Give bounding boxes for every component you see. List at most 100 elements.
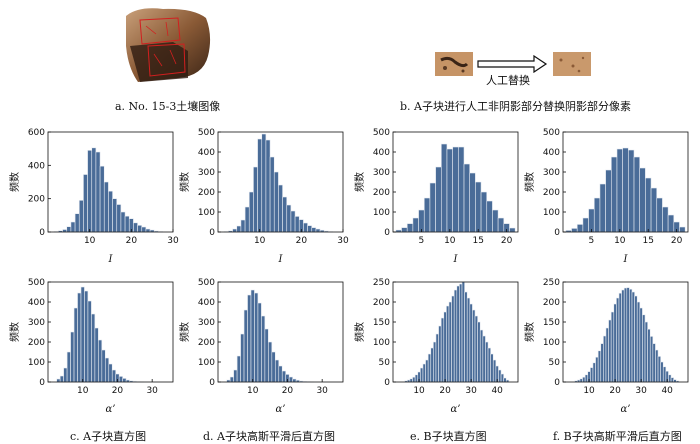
histogram-bar xyxy=(448,301,452,383)
plot-frame xyxy=(392,281,519,383)
y-tick-label: 250 xyxy=(543,278,560,288)
histogram-bar xyxy=(626,287,630,383)
y-tick-label: 400 xyxy=(198,148,215,158)
histogram-bar xyxy=(233,369,238,383)
histogram-bar xyxy=(422,363,426,383)
histogram-bar xyxy=(406,223,414,233)
histogram-bar xyxy=(579,378,583,383)
histogram-bar xyxy=(655,349,659,383)
histogram-bar xyxy=(438,325,442,383)
x-tick-label: 10 xyxy=(444,236,456,246)
caption-e: e. B子块直方图 xyxy=(410,430,487,443)
y-tick-label: 500 xyxy=(373,128,390,138)
y-tick-label: 150 xyxy=(543,318,560,328)
y-tick-label: 100 xyxy=(543,208,560,218)
histogram-bar xyxy=(257,138,263,233)
x-axis-label: α’ xyxy=(451,404,461,415)
histogram-bar xyxy=(74,213,80,233)
histogram-bar xyxy=(593,197,601,233)
histogram-bar xyxy=(311,227,317,233)
histogram-bar xyxy=(418,209,425,233)
histogram-b-i-smooth: 0 100 200 300 400 500 5 10 15 20 频数 I xyxy=(515,122,695,272)
histogram-bar xyxy=(435,166,442,233)
histogram-bar xyxy=(80,286,85,383)
histogram-bar xyxy=(56,378,61,383)
histogram-bar xyxy=(253,166,258,233)
histogram-bar xyxy=(261,133,267,233)
caption-a: a. No. 15-3土壤图像 xyxy=(115,100,221,113)
histogram-bar xyxy=(600,343,604,383)
histogram-bar xyxy=(592,362,596,383)
histogram-svg: 0 50 100 150 200 250 10 20 30 40 频数 α’ xyxy=(523,278,689,415)
histogram-bar xyxy=(94,327,99,383)
histogram-bar xyxy=(639,307,643,383)
histogram-bar xyxy=(582,376,586,383)
histogram-bar xyxy=(667,214,675,233)
histogram-bar xyxy=(498,369,502,383)
y-axis-label: 频数 xyxy=(353,322,366,342)
plot-frame xyxy=(392,131,519,233)
x-axis-label: α’ xyxy=(621,404,631,415)
histogram-bar xyxy=(401,227,408,233)
histogram-bar xyxy=(282,196,288,233)
x-tick-label: 10 xyxy=(413,386,425,396)
histogram-bar xyxy=(629,288,633,383)
y-tick-label: 200 xyxy=(198,338,215,348)
histogram-bar xyxy=(469,303,473,383)
x-axis-label: α’ xyxy=(276,404,286,415)
y-tick-label: 100 xyxy=(198,358,215,368)
histogram-bar xyxy=(243,309,248,383)
x-tick-label: 40 xyxy=(661,386,673,396)
histogram-bar xyxy=(73,307,78,383)
y-tick-label: 500 xyxy=(198,128,215,138)
histogram-bar xyxy=(479,329,484,383)
histogram-bar xyxy=(482,335,486,383)
histogram-bar xyxy=(294,216,300,233)
x-tick-label: 20 xyxy=(282,386,294,396)
x-tick-label: 30 xyxy=(635,386,647,396)
y-axis-label: 频数 xyxy=(8,322,21,342)
y-axis-label: 频数 xyxy=(523,172,536,192)
histogram-bar xyxy=(240,333,245,383)
histogram-bar xyxy=(610,156,618,233)
y-tick-label: 400 xyxy=(543,148,560,158)
histogram-bar xyxy=(250,289,255,383)
histogram-bar xyxy=(120,211,126,233)
histogram-bar xyxy=(303,222,308,233)
y-tick-label: 0 xyxy=(554,228,560,238)
histogram-bar xyxy=(229,376,234,383)
histogram-bar xyxy=(261,315,266,383)
histogram-bar xyxy=(599,183,606,233)
y-tick-label: 200 xyxy=(28,195,45,205)
histogram-bar xyxy=(605,327,609,383)
y-tick-label: 50 xyxy=(549,358,561,368)
y-tick-label: 50 xyxy=(379,358,391,368)
histogram-bar xyxy=(87,150,93,233)
histogram-bar xyxy=(265,139,271,233)
y-tick-label: 0 xyxy=(384,378,390,388)
histogram-bar xyxy=(271,351,276,383)
x-axis-label: I xyxy=(453,254,459,265)
replace-label: 人工替换 xyxy=(486,74,530,87)
histogram-bar xyxy=(616,297,620,383)
histogram-bar xyxy=(497,217,505,233)
histogram-bar xyxy=(274,359,280,383)
histogram-bar xyxy=(453,289,458,383)
histogram-bar xyxy=(662,206,669,233)
histogram-bar xyxy=(446,305,450,383)
histogram-bar xyxy=(425,359,429,383)
histogram-svg: 0 100 200 300 400 500 10 20 30 频数 α’ xyxy=(8,278,174,415)
y-tick-label: 500 xyxy=(198,278,215,288)
histogram-bar xyxy=(236,355,241,383)
histogram-bar xyxy=(63,367,68,383)
histogram-bar xyxy=(644,321,648,383)
y-tick-label: 250 xyxy=(373,278,390,288)
y-tick-label: 100 xyxy=(543,338,560,348)
histogram-bar xyxy=(244,206,250,233)
x-tick-label: 10 xyxy=(84,236,96,246)
histogram-bar xyxy=(435,333,439,383)
histogram-b-alpha-smooth: 0 50 100 150 200 250 10 20 30 40 频数 α’ xyxy=(515,272,695,422)
histogram-bar xyxy=(278,184,283,233)
histogram-bar xyxy=(66,351,71,383)
y-tick-label: 200 xyxy=(198,188,215,198)
